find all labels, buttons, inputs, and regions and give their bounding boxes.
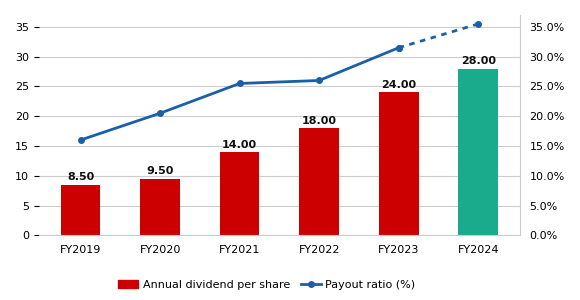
Text: 8.50: 8.50 [67, 172, 94, 182]
Text: 9.50: 9.50 [146, 166, 174, 176]
Legend: Annual dividend per share, Payout ratio (%): Annual dividend per share, Payout ratio … [114, 276, 420, 294]
Bar [61, 185, 100, 235]
Bar [220, 152, 259, 235]
Bar [379, 92, 419, 235]
Text: 18.00: 18.00 [302, 116, 336, 126]
Text: 14.00: 14.00 [222, 140, 257, 149]
Bar [299, 128, 339, 235]
Text: 28.00: 28.00 [461, 56, 496, 66]
Bar [140, 179, 180, 235]
Bar [458, 69, 498, 235]
Text: 24.00: 24.00 [381, 80, 416, 90]
